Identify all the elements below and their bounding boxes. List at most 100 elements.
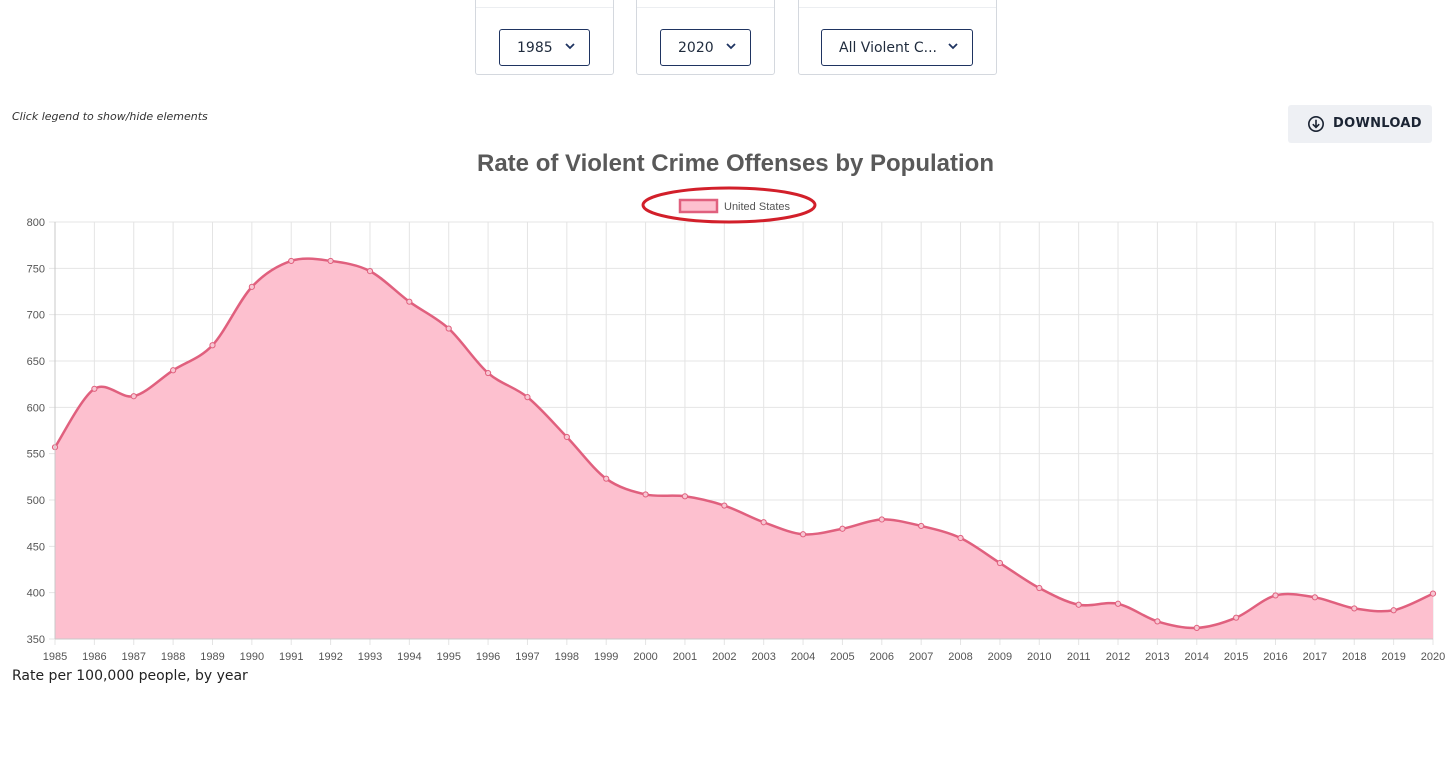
- y-tick-label: 550: [27, 449, 45, 461]
- x-tick-label: 2000: [633, 651, 657, 663]
- chart-footnote: Rate per 100,000 people, by year: [12, 668, 248, 684]
- x-tick-label: 1990: [240, 651, 264, 663]
- series-area-fill: [55, 258, 1433, 639]
- data-point: [91, 385, 98, 392]
- x-tick-label: 2008: [948, 651, 972, 663]
- data-point: [1114, 600, 1122, 607]
- x-tick-label: 2020: [1421, 651, 1445, 663]
- x-tick-label: 2013: [1145, 651, 1169, 663]
- chevron-down-icon: [565, 43, 575, 50]
- data-point: [681, 493, 689, 500]
- data-point: [248, 283, 255, 290]
- x-tick-label: 2018: [1342, 651, 1366, 663]
- legend-label: United States: [724, 201, 791, 213]
- data-point: [760, 519, 767, 526]
- data-point: [603, 475, 610, 482]
- x-tick-label: 2016: [1263, 651, 1287, 663]
- data-point: [366, 268, 374, 275]
- x-tick-label: 1997: [515, 651, 539, 663]
- y-tick-label: 750: [27, 263, 45, 275]
- data-point: [1272, 592, 1279, 599]
- x-tick-label: 1992: [318, 651, 342, 663]
- download-label: DOWNLOAD: [1333, 116, 1422, 131]
- x-tick-label: 2007: [909, 651, 933, 663]
- x-tick-label: 1991: [279, 651, 303, 663]
- data-point: [484, 369, 492, 377]
- x-tick-label: 2001: [673, 651, 697, 663]
- data-point: [170, 367, 177, 374]
- x-tick-label: 1985: [43, 651, 67, 663]
- x-tick-label: 1986: [82, 651, 106, 663]
- start-year-value: 1985: [517, 39, 553, 56]
- data-point: [957, 534, 964, 542]
- data-point: [642, 491, 649, 498]
- data-point: [563, 433, 570, 441]
- data-point: [918, 522, 925, 530]
- card-divider: [637, 7, 774, 8]
- data-point: [1311, 594, 1318, 601]
- x-tick-label: 2009: [988, 651, 1012, 663]
- data-point: [1233, 614, 1240, 621]
- x-tick-label: 2017: [1303, 651, 1327, 663]
- y-tick-label: 450: [27, 541, 45, 553]
- x-tick-label: 2012: [1106, 651, 1130, 663]
- y-tick-label: 350: [27, 634, 45, 646]
- end-year-select[interactable]: 2020: [660, 29, 751, 66]
- x-tick-label: 2005: [830, 651, 854, 663]
- legend-swatch: [678, 198, 719, 214]
- chevron-down-icon: [726, 43, 736, 50]
- data-point: [327, 257, 334, 265]
- x-tick-label: 2015: [1224, 651, 1248, 663]
- y-tick-label: 800: [27, 217, 45, 229]
- data-point: [1075, 601, 1082, 608]
- x-tick-label: 2006: [870, 651, 894, 663]
- download-icon: [1308, 116, 1324, 132]
- y-tick-label: 500: [27, 495, 45, 507]
- offense-select[interactable]: All Violent C...: [821, 29, 973, 66]
- y-tick-label: 650: [27, 356, 45, 368]
- y-tick-label: 600: [27, 402, 45, 414]
- x-tick-label: 2019: [1381, 651, 1405, 663]
- x-tick-label: 1998: [555, 651, 579, 663]
- x-tick-label: 1993: [358, 651, 382, 663]
- data-point: [1193, 624, 1200, 631]
- chevron-down-icon: [948, 43, 958, 50]
- x-tick-label: 2014: [1185, 651, 1209, 663]
- data-point: [524, 394, 531, 401]
- data-point: [878, 516, 885, 523]
- y-tick-label: 400: [27, 588, 45, 600]
- card-divider: [799, 7, 996, 8]
- x-tick-label: 1988: [161, 651, 185, 663]
- data-point: [209, 342, 216, 349]
- offense-value: All Violent C...: [839, 39, 937, 56]
- data-point: [130, 393, 137, 400]
- data-point: [799, 531, 807, 538]
- data-point: [1429, 590, 1437, 597]
- start-year-select[interactable]: 1985: [499, 29, 590, 66]
- download-button[interactable]: DOWNLOAD: [1288, 105, 1432, 143]
- x-tick-label: 1989: [200, 651, 224, 663]
- card-divider: [476, 7, 613, 8]
- legend-hint-text: Click legend to show/hide elements: [12, 110, 208, 123]
- x-tick-label: 1994: [397, 651, 421, 663]
- x-tick-label: 2003: [751, 651, 775, 663]
- x-tick-label: 1999: [594, 651, 618, 663]
- data-point: [721, 502, 728, 509]
- data-point: [1351, 605, 1358, 612]
- data-point: [445, 325, 452, 332]
- chart-title: Rate of Violent Crime Offenses by Popula…: [477, 150, 994, 177]
- data-point: [406, 298, 413, 305]
- data-point: [839, 525, 846, 532]
- x-tick-label: 2010: [1027, 651, 1051, 663]
- x-tick-label: 1996: [476, 651, 500, 663]
- legend-item-united-states[interactable]: United States: [678, 198, 791, 214]
- end-year-value: 2020: [678, 39, 714, 56]
- legend-highlight-ellipse: [641, 186, 817, 224]
- data-point: [288, 257, 295, 265]
- data-point: [1154, 618, 1161, 625]
- x-tick-label: 2002: [712, 651, 736, 663]
- data-point: [1390, 607, 1397, 614]
- x-tick-label: 1995: [436, 651, 460, 663]
- data-point: [1036, 584, 1043, 592]
